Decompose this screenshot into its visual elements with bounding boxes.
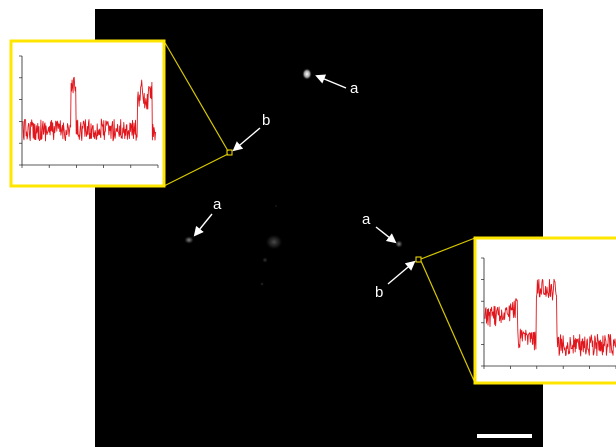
- arrow-a-left: [193, 213, 213, 237]
- particle-faint-3: [274, 204, 278, 208]
- callout-line-right-1: [420, 237, 476, 260]
- arrow-b-top: [232, 127, 261, 152]
- arrow-a-top: [315, 74, 347, 89]
- scale-bar: [477, 434, 532, 438]
- roi-box-b-top: [226, 149, 233, 156]
- label-a-top: a: [350, 80, 359, 97]
- inset-right-ticks: [481, 257, 616, 369]
- particle-a-right: [395, 240, 403, 248]
- arrow-a-right: [375, 226, 397, 244]
- label-b-top: b: [262, 112, 270, 129]
- inset-right: [473, 236, 616, 385]
- label-a-left: a: [213, 196, 222, 213]
- inset-left-ticks: [19, 55, 159, 168]
- callout-line-left-2: [163, 153, 229, 187]
- inset-left: [9, 39, 166, 188]
- particle-faint-2: [260, 282, 264, 286]
- arrow-b-bottom: [387, 260, 416, 285]
- particle-a-top: [302, 68, 312, 80]
- particle-center-faint: [265, 234, 283, 250]
- inset-left-trace: [22, 76, 157, 142]
- inset-right-trace: [484, 278, 616, 357]
- roi-box-b-bottom: [415, 256, 422, 263]
- particle-faint-1: [262, 257, 268, 263]
- callout-line-right-2: [420, 260, 476, 384]
- label-a-right: a: [362, 211, 371, 228]
- label-b-bottom: b: [375, 284, 383, 301]
- callout-line-left-1: [163, 40, 229, 152]
- particle-a-left: [184, 236, 194, 244]
